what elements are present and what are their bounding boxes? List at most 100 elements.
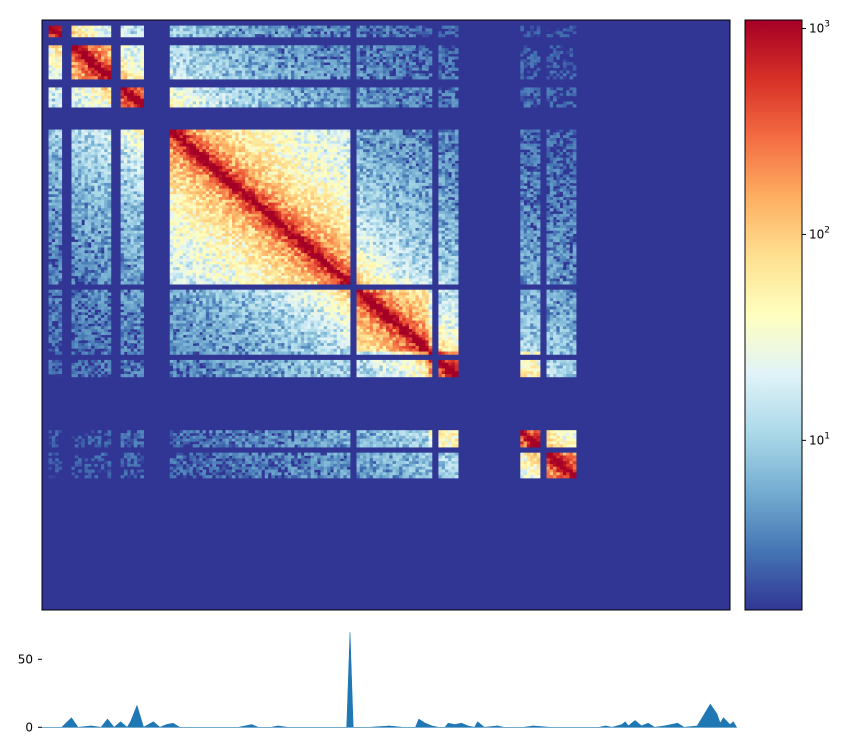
heatmap-cell bbox=[333, 174, 338, 178]
heatmap-cell bbox=[241, 154, 246, 159]
heatmap-cell bbox=[173, 90, 177, 94]
heatmap-cell bbox=[254, 152, 259, 156]
heatmap-cell bbox=[395, 25, 400, 29]
heatmap-cell bbox=[346, 45, 351, 49]
heatmap-cell bbox=[297, 31, 302, 35]
heatmap-cell bbox=[140, 67, 144, 71]
heatmap-cell bbox=[336, 135, 341, 139]
heatmap-cell bbox=[192, 95, 197, 100]
heatmap-cell bbox=[428, 87, 433, 91]
heatmap-cell bbox=[169, 154, 174, 159]
heatmap-cell bbox=[389, 50, 393, 55]
heatmap-cell bbox=[526, 168, 531, 173]
heatmap-cell bbox=[533, 87, 538, 91]
heatmap-cell bbox=[323, 50, 328, 55]
heatmap-cell bbox=[189, 73, 194, 77]
heatmap-cell bbox=[444, 53, 449, 57]
heatmap-cell bbox=[343, 53, 348, 57]
heatmap-cell bbox=[251, 180, 256, 184]
heatmap-cell bbox=[107, 73, 112, 77]
heatmap-cell bbox=[300, 163, 305, 167]
heatmap-cell bbox=[277, 166, 282, 170]
heatmap-cell bbox=[87, 143, 92, 147]
heatmap-cell bbox=[526, 56, 531, 60]
heatmap-cell bbox=[186, 48, 190, 52]
heatmap-cell bbox=[451, 149, 456, 153]
heatmap-cell bbox=[444, 101, 449, 105]
heatmap-cell bbox=[546, 50, 551, 55]
heatmap-cell bbox=[340, 154, 344, 159]
heatmap-cell bbox=[271, 90, 276, 94]
heatmap-cell bbox=[382, 45, 387, 49]
heatmap-cell bbox=[553, 31, 557, 35]
heatmap-cell bbox=[123, 34, 128, 38]
heatmap-cell bbox=[215, 157, 220, 161]
heatmap-cell bbox=[94, 90, 99, 94]
heatmap-cell bbox=[562, 73, 567, 77]
heatmap-cell bbox=[222, 67, 226, 71]
heatmap-cell bbox=[222, 90, 226, 94]
heatmap-cell bbox=[274, 67, 279, 71]
heatmap-cell bbox=[562, 28, 567, 32]
heatmap-cell bbox=[100, 59, 105, 63]
heatmap-cell bbox=[127, 64, 131, 69]
heatmap-cell bbox=[281, 146, 285, 150]
heatmap-cell bbox=[399, 73, 403, 77]
heatmap-cell bbox=[55, 70, 59, 74]
heatmap-cell bbox=[402, 157, 407, 161]
heatmap-cell bbox=[363, 104, 367, 108]
heatmap-cell bbox=[215, 56, 220, 60]
heatmap-cell bbox=[81, 104, 85, 108]
heatmap-cell bbox=[408, 149, 413, 153]
heatmap-cell bbox=[195, 146, 200, 150]
heatmap-cell bbox=[225, 76, 230, 80]
heatmap-cell bbox=[530, 25, 534, 29]
heatmap-cell bbox=[222, 95, 226, 100]
heatmap-cell bbox=[94, 56, 99, 60]
heatmap-cell bbox=[189, 56, 194, 60]
heatmap-cell bbox=[399, 177, 403, 181]
heatmap-cell bbox=[313, 67, 318, 71]
heatmap-cell bbox=[382, 180, 387, 184]
heatmap-cell bbox=[343, 143, 348, 147]
heatmap-cell bbox=[369, 160, 374, 164]
heatmap-cell bbox=[340, 157, 344, 161]
heatmap-cell bbox=[127, 62, 131, 66]
heatmap-cell bbox=[297, 50, 302, 55]
heatmap-cell bbox=[523, 34, 528, 38]
heatmap-cell bbox=[58, 98, 63, 102]
heatmap-cell bbox=[569, 174, 574, 178]
heatmap-cell bbox=[173, 31, 177, 35]
heatmap-cell bbox=[425, 149, 429, 153]
heatmap-cell bbox=[107, 25, 112, 29]
heatmap-cell bbox=[369, 25, 374, 29]
heatmap-cell bbox=[359, 73, 364, 77]
heatmap-cell bbox=[133, 180, 138, 184]
heatmap-cell bbox=[333, 34, 338, 38]
heatmap-cell bbox=[336, 59, 341, 63]
heatmap-cell bbox=[94, 135, 99, 139]
heatmap-cell bbox=[268, 73, 272, 77]
heatmap-cell bbox=[100, 163, 105, 167]
heatmap-cell bbox=[369, 56, 374, 60]
heatmap-cell bbox=[330, 132, 334, 136]
heatmap-cell bbox=[137, 149, 141, 153]
heatmap-cell bbox=[97, 50, 102, 55]
heatmap-cell bbox=[71, 31, 76, 35]
heatmap-cell bbox=[232, 34, 236, 38]
heatmap-cell bbox=[290, 62, 295, 66]
heatmap-cell bbox=[556, 129, 561, 133]
heatmap-cell bbox=[418, 56, 423, 60]
heatmap-cell bbox=[327, 56, 331, 60]
heatmap-cell bbox=[202, 25, 207, 29]
heatmap-cell bbox=[412, 50, 416, 55]
heatmap-cell bbox=[107, 90, 112, 94]
heatmap-cell bbox=[130, 34, 135, 38]
heatmap-cell bbox=[290, 59, 295, 63]
heatmap-cell bbox=[248, 182, 253, 187]
heatmap-cell bbox=[248, 62, 253, 66]
heatmap-cell bbox=[248, 163, 253, 167]
heatmap-cell bbox=[107, 56, 112, 60]
heatmap-cell bbox=[346, 50, 351, 55]
heatmap-cell bbox=[107, 50, 112, 55]
